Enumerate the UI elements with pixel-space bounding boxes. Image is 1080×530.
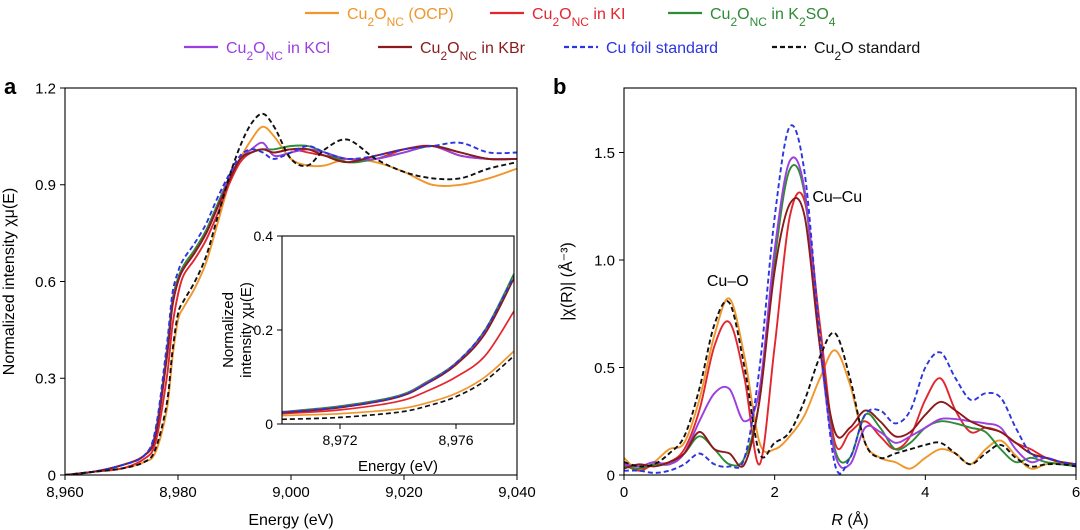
inset-series	[282, 273, 514, 421]
x-tick-label: 8,960	[46, 484, 84, 501]
series-cu2o-nc-in-ki	[65, 144, 517, 475]
legend-entry-6: Cu foil standard	[564, 40, 718, 57]
y-tick-label: 0	[48, 467, 56, 484]
series-cu-foil-standard	[282, 275, 514, 414]
y-tick-label: 1.2	[35, 80, 56, 97]
legend-label: Cu2ONC in KBr	[420, 40, 526, 63]
series-cu-foil-standard	[624, 124, 1076, 475]
legend-label: Cu2ONC in KCl	[226, 40, 330, 63]
legend-label: Cu2ONC in K2SO4	[710, 6, 836, 29]
legend-entry-4: Cu2ONC in KCl	[184, 40, 330, 63]
series-cu2o-nc-in-ki	[624, 191, 1076, 472]
inset-y-axis-label-line1: Normalized	[220, 292, 237, 368]
legend-label: Cu foil standard	[606, 40, 718, 57]
series-cu2o-nc-in-kcl	[624, 156, 1076, 469]
y-tick-label: 0.2	[254, 322, 274, 338]
legend-label: Cu2ONC (OCP)	[347, 6, 454, 29]
series-cu2o-nc-in-ki	[282, 310, 514, 415]
panel-b-frame	[623, 87, 1077, 476]
series-cu2o-standard	[282, 355, 514, 421]
y-axis-label: Normalized intensity χμ(E)	[1, 188, 18, 375]
x-tick-label: 6	[1072, 484, 1080, 501]
series-cu2o-nc-in-k2so4	[624, 164, 1076, 470]
x-axis-label: R (Å)	[831, 510, 868, 529]
series-cu2o-nc-in-kbr	[624, 197, 1076, 470]
y-tick-label: 0	[607, 467, 615, 484]
panel-label-a: a	[4, 74, 17, 99]
x-tick-label: 2	[770, 484, 778, 501]
panel-label-b: b	[553, 74, 566, 99]
y-tick-label: 1.0	[594, 252, 615, 269]
x-tick-label: 0	[620, 484, 628, 501]
inset-chart: 8,972 8,976 0 0.2 0.4 Energy (eV) Normalized in…	[220, 228, 515, 475]
y-tick-label: 0.3	[35, 371, 56, 388]
inset-background	[222, 232, 516, 470]
legend: Cu2ONC (OCP) Cu2ONC in KI Cu2ONC in K2SO4 C…	[184, 6, 920, 63]
panel-b-series	[624, 124, 1076, 475]
panel-a-chart: 8,960 8,980 9,000 9,020 9,040 0 0.3 0.6 0.9 1.2 En…	[1, 80, 536, 529]
x-tick-label: 4	[921, 484, 929, 501]
x-tick-label: 9,040	[498, 484, 536, 501]
annotation-1: Cu–O	[707, 273, 749, 290]
x-tick-label: 8,972	[322, 432, 357, 448]
series-cu2o-standard	[624, 300, 1076, 468]
y-axis-label: |χ(R)| (Å⁻³)	[557, 242, 576, 320]
legend-label: Cu2O standard	[814, 40, 920, 63]
series-cu2o-nc-ocp-	[624, 297, 1076, 472]
panel-a-series	[65, 112, 517, 475]
x-tick-label: 8,980	[159, 484, 197, 501]
series-cu2o-standard	[65, 112, 517, 475]
inset-x-axis-label: Energy (eV)	[358, 458, 438, 475]
y-tick-label: 0.4	[254, 228, 274, 244]
series-cu2o-nc-ocp-	[282, 350, 514, 417]
y-tick-label: 0.5	[594, 360, 615, 377]
y-tick-label: 0.9	[35, 177, 56, 194]
legend-label: Cu2ONC in KI	[532, 6, 625, 29]
inset-y-axis-label-line2: intensity χμ(E)	[238, 282, 255, 378]
panel-b-chart: 0 2 4 6 0 0.5 1.0 1.5 R (Å) |χ(R)| (Å⁻³) Cu–O Cu–Cu	[557, 87, 1080, 529]
y-tick-label: 0.6	[35, 274, 56, 291]
legend-entry-7: Cu2O standard	[772, 40, 920, 63]
legend-entry-3: Cu2ONC in K2SO4	[668, 6, 836, 29]
x-tick-label: 9,020	[385, 484, 423, 501]
legend-entry-2: Cu2ONC in KI	[490, 6, 625, 29]
series-cu-foil-standard	[65, 141, 517, 475]
y-tick-label: 1.5	[594, 145, 615, 162]
annotation-2: Cu–Cu	[812, 189, 862, 206]
y-tick-label: 0	[265, 416, 273, 432]
x-tick-label: 9,000	[272, 484, 310, 501]
x-axis-label: Energy (eV)	[248, 512, 333, 529]
x-tick-label: 8,976	[438, 432, 473, 448]
legend-entry-5: Cu2ONC in KBr	[378, 40, 526, 63]
legend-entry-1: Cu2ONC (OCP)	[305, 6, 454, 29]
